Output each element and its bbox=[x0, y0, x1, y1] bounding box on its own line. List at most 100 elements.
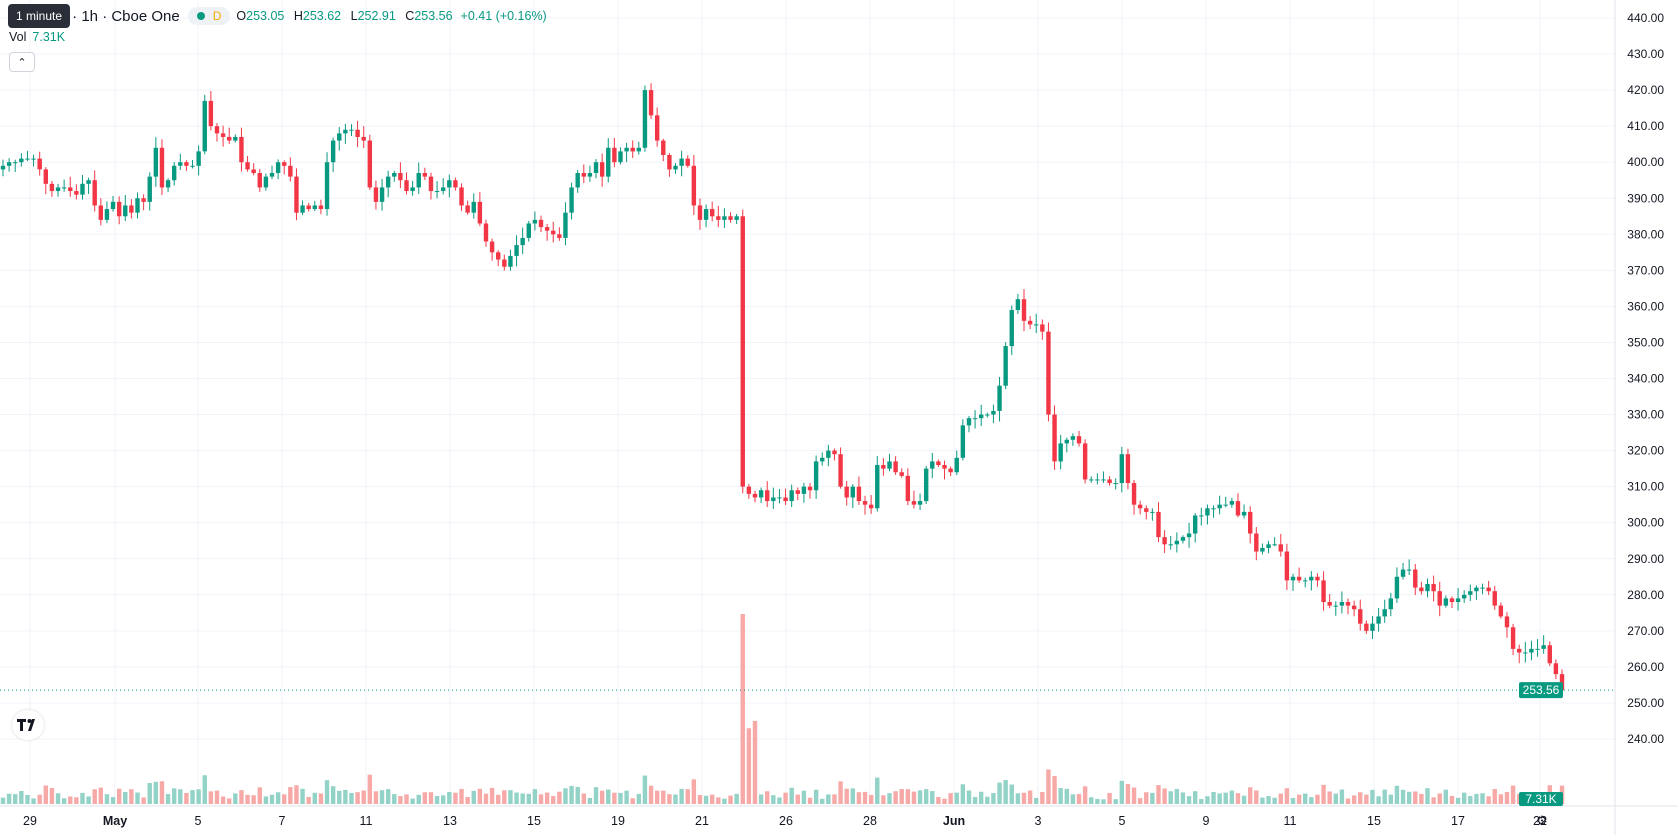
candle-body bbox=[801, 486, 807, 494]
volume-bar bbox=[520, 793, 525, 804]
volume-bar bbox=[1449, 795, 1455, 804]
candle bbox=[165, 178, 171, 193]
candle bbox=[410, 180, 415, 196]
time-axis[interactable]: 29 May 5 7 11 13 15 19 21 26 28 Jun 3 5 9 11 15 17 22 bbox=[0, 805, 1678, 828]
candle-body bbox=[141, 198, 146, 202]
gear-icon[interactable]: ⚙ bbox=[1536, 813, 1548, 828]
volume-bar bbox=[1064, 788, 1069, 804]
volume-bar bbox=[954, 792, 959, 804]
candle-body bbox=[275, 162, 281, 174]
candle-body bbox=[6, 162, 12, 166]
volume-bar bbox=[379, 790, 385, 804]
candle-body bbox=[1455, 598, 1461, 603]
candle-body bbox=[330, 140, 336, 163]
candle bbox=[581, 164, 587, 184]
volume-bar bbox=[826, 794, 831, 804]
volume-bar bbox=[557, 791, 562, 804]
candle-body bbox=[1162, 537, 1167, 545]
candle bbox=[214, 122, 220, 142]
candle bbox=[875, 456, 880, 512]
volume-bar bbox=[257, 787, 262, 804]
candle bbox=[349, 124, 354, 137]
candle bbox=[1449, 596, 1455, 609]
candle-body bbox=[856, 486, 862, 502]
volume-bar bbox=[190, 790, 195, 804]
candle-body bbox=[1241, 511, 1247, 516]
candle bbox=[709, 201, 715, 222]
volume-bar bbox=[153, 781, 159, 804]
candle-body bbox=[654, 115, 660, 141]
volume-bar bbox=[1455, 797, 1461, 804]
candle bbox=[648, 83, 654, 120]
volume-bar bbox=[373, 791, 379, 804]
volume-bar bbox=[392, 794, 397, 804]
volume-bar bbox=[25, 795, 30, 804]
volume-bar bbox=[306, 796, 311, 804]
candle bbox=[820, 452, 825, 466]
candle-body bbox=[1498, 605, 1504, 617]
candle-body bbox=[893, 461, 898, 473]
candle bbox=[1474, 585, 1479, 600]
volume-bar bbox=[1144, 792, 1149, 804]
candle-body bbox=[68, 187, 73, 192]
market-status-pill[interactable]: D bbox=[187, 7, 231, 25]
candle bbox=[997, 376, 1002, 422]
candle bbox=[1517, 644, 1522, 664]
candle bbox=[471, 193, 476, 219]
candle-body bbox=[850, 486, 856, 498]
candle-body bbox=[1437, 591, 1442, 606]
candle bbox=[190, 160, 195, 169]
candle bbox=[1437, 581, 1442, 617]
volume-bar bbox=[532, 789, 538, 804]
volume-bar bbox=[92, 789, 97, 804]
volume-bar bbox=[178, 789, 183, 804]
candle-body bbox=[300, 205, 305, 213]
candle-body bbox=[1547, 645, 1552, 664]
candle bbox=[263, 173, 269, 191]
volume-bar bbox=[1413, 791, 1418, 804]
volume-bar bbox=[0, 797, 6, 804]
open-value: 253.05 bbox=[246, 9, 285, 23]
candle-body bbox=[826, 450, 831, 458]
candle bbox=[159, 139, 165, 196]
candle bbox=[1235, 493, 1241, 518]
symbol-title[interactable]: nc. · 1h · Cboe One bbox=[48, 7, 180, 25]
volume-bar bbox=[74, 797, 79, 804]
close-key: C bbox=[405, 9, 415, 23]
candle-body bbox=[716, 216, 721, 220]
time-tick-label: 11 bbox=[360, 814, 373, 828]
price-tick-label: 280.00 bbox=[1627, 588, 1664, 602]
candle-body bbox=[129, 205, 134, 213]
candle-body bbox=[1211, 508, 1216, 510]
candle bbox=[233, 134, 238, 143]
price-axis[interactable]: 440.00 430.00 420.00 410.00 400.00 390.00 380.… bbox=[1627, 11, 1664, 746]
candle-body bbox=[459, 187, 464, 206]
volume-bar bbox=[667, 794, 672, 804]
collapse-legend-button[interactable]: ⌃ bbox=[9, 52, 35, 72]
volume-bar bbox=[966, 790, 972, 804]
candle bbox=[306, 202, 311, 212]
volume-bar bbox=[404, 794, 409, 804]
candle bbox=[1333, 601, 1338, 616]
volume-bar bbox=[1309, 797, 1314, 804]
candle bbox=[899, 468, 904, 478]
volume-bar bbox=[703, 795, 709, 804]
candle-body bbox=[1333, 605, 1338, 607]
candle-body bbox=[1107, 479, 1112, 484]
volume-bar bbox=[1150, 792, 1155, 804]
candle-body bbox=[1431, 583, 1436, 592]
volume-bar bbox=[31, 798, 36, 804]
volume-bar bbox=[1229, 790, 1235, 804]
volume-bar bbox=[850, 788, 856, 804]
volume-bar bbox=[1205, 796, 1210, 804]
tradingview-logo-icon[interactable] bbox=[12, 710, 44, 740]
candle-body bbox=[343, 129, 348, 134]
volume-bar bbox=[728, 795, 733, 804]
volume-bar bbox=[1082, 786, 1088, 804]
candle bbox=[1186, 522, 1192, 548]
volume-bar bbox=[1351, 795, 1357, 804]
candle-body bbox=[1266, 544, 1271, 548]
candle-body bbox=[1254, 533, 1259, 552]
volume-bar bbox=[1034, 797, 1039, 804]
